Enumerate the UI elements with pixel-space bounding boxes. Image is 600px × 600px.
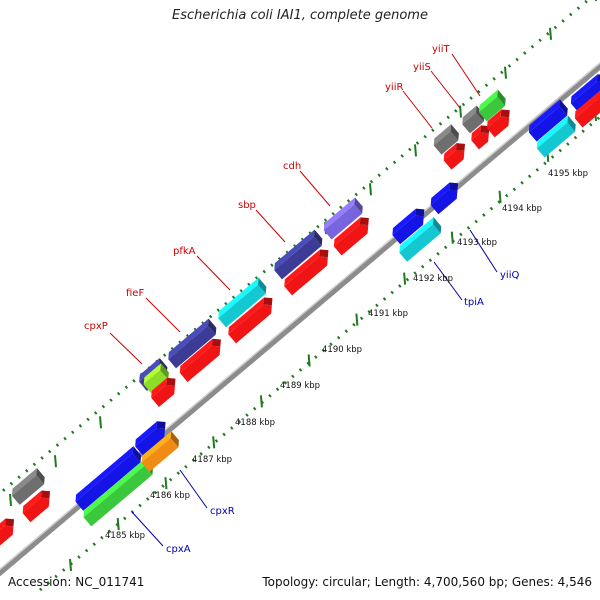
tick-mark — [450, 231, 454, 244]
gene-right-blue-2 — [570, 74, 600, 113]
gene-cpxP-b — [143, 363, 169, 394]
tick-mark — [414, 144, 417, 157]
tick-mark — [403, 272, 407, 285]
gene-cpxP-red — [151, 377, 176, 407]
tick-mark — [9, 493, 12, 507]
leader-yiiR — [402, 90, 433, 129]
tick-mark — [212, 436, 216, 449]
label-leader-lines — [109, 53, 498, 547]
gene-cpx-blue-1 — [75, 446, 142, 511]
kbp-label-4188: 4188 kbp — [235, 418, 275, 428]
gene-label-cdh: cdh — [283, 161, 301, 172]
leader-fieF — [145, 297, 181, 333]
tick-mark — [498, 190, 502, 203]
tick-mark — [164, 477, 168, 490]
gene-label-tpiA: tpiA — [464, 297, 484, 308]
tick-mark — [116, 518, 120, 531]
accession-text: Accession: NC_011741 — [8, 575, 145, 589]
bottom-tick-marks — [69, 108, 597, 572]
gene-yiiR-red — [443, 143, 465, 170]
leader-tpiA — [433, 261, 463, 301]
gene-right-red — [574, 89, 600, 128]
gene-yiiT — [478, 89, 506, 122]
leader-yiiQ — [469, 229, 498, 273]
leader-cpxP — [109, 332, 143, 365]
gene-fieF — [168, 318, 217, 369]
kbp-label-4195: 4195 kbp — [548, 169, 588, 179]
gene-cdh — [323, 197, 363, 240]
gene-fieF-red — [179, 338, 221, 383]
gene-label-fieF: fieF — [126, 288, 144, 299]
kbp-label-4190: 4190 kbp — [322, 345, 362, 355]
kbp-label-4186: 4186 kbp — [150, 491, 190, 501]
tick-mark — [69, 558, 72, 572]
gene-right-blue-1 — [528, 99, 568, 142]
kbp-label-4193: 4193 kbp — [457, 238, 497, 248]
gene-sbp-red — [284, 249, 329, 296]
genome-title: Escherichia coli IAI1, complete genome — [172, 8, 428, 23]
gene-yiiS — [462, 105, 485, 134]
leader-pfkA — [196, 255, 231, 291]
kbp-label-4187: 4187 kbp — [192, 455, 232, 465]
kbp-label-4185: 4185 kbp — [105, 531, 145, 541]
tick-mark — [594, 0, 597, 2]
gene-left-red-1 — [22, 490, 51, 523]
gene-pfkA-red — [228, 297, 273, 344]
tick-mark — [99, 416, 102, 429]
tick-mark — [259, 395, 263, 408]
gene-cpx-blue-2 — [135, 421, 166, 456]
gene-label-yiiQ: yiiQ — [500, 270, 519, 281]
gene-right-cyan — [536, 115, 576, 158]
leader-yiiS — [430, 70, 461, 109]
gene-sbp — [274, 229, 323, 280]
kbp-label-4189: 4189 kbp — [280, 381, 320, 391]
leader-yiiT — [451, 53, 481, 97]
leader-cpxA — [131, 511, 164, 547]
tick-mark — [504, 66, 507, 79]
gene-cdh-red — [333, 217, 369, 256]
kbp-label-4191: 4191 kbp — [368, 309, 408, 319]
kbp-label-4192: 4192 kbp — [413, 274, 453, 284]
leader-sbp — [255, 209, 286, 243]
gene-label-pfkA: pfkA — [173, 246, 196, 257]
genome-summary-text: Topology: circular; Length: 4,700,560 bp… — [262, 575, 592, 589]
tick-mark — [54, 455, 57, 468]
gene-label-yiiT: yiiT — [432, 44, 450, 55]
gene-yiiQ-blue — [430, 182, 459, 215]
gene-label-sbp: sbp — [238, 200, 256, 211]
tick-mark — [307, 354, 311, 367]
tick-mark — [369, 183, 372, 196]
kbp-label-4194: 4194 kbp — [502, 204, 542, 214]
gene-left-red-2 — [0, 518, 15, 551]
tick-mark — [549, 27, 552, 40]
gene-tpiA — [399, 217, 442, 262]
gene-label-yiiR: yiiR — [385, 82, 403, 93]
tick-mark — [355, 313, 359, 326]
gene-label-cpxP: cpxP — [84, 321, 108, 332]
leader-cpxR — [179, 469, 208, 509]
gene-pfkA — [218, 277, 267, 328]
gene-cpxR — [141, 431, 179, 472]
gene-label-cpxR: cpxR — [210, 506, 235, 517]
gene-label-cpxA: cpxA — [166, 544, 191, 555]
gene-label-yiiS: yiiS — [413, 62, 431, 73]
leader-cdh — [299, 170, 331, 207]
gene-left-gray — [11, 468, 45, 505]
gene-yiiT-red — [486, 109, 510, 138]
tick-mark — [459, 105, 462, 118]
gene-yiiR — [433, 124, 459, 155]
gene-blocks — [0, 74, 600, 551]
gene-tpiA-blue — [392, 208, 425, 245]
bottom-dotted-track — [39, 114, 600, 592]
